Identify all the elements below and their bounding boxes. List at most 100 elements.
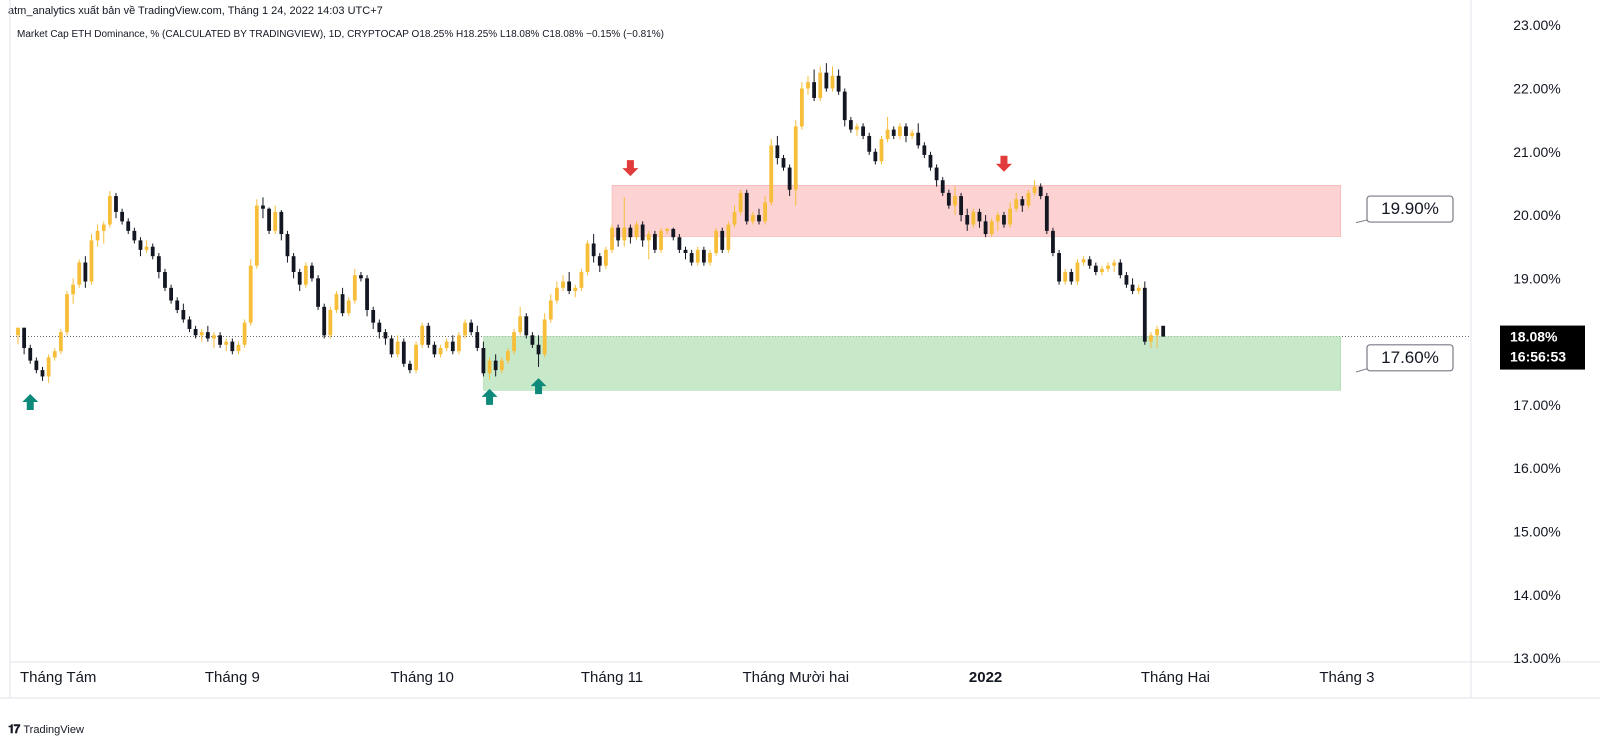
candle[interactable] <box>591 234 596 263</box>
candle[interactable] <box>567 272 572 295</box>
candle[interactable] <box>524 313 529 339</box>
candle[interactable] <box>677 234 682 254</box>
level-callout[interactable]: 17.60% <box>1355 344 1454 373</box>
candle[interactable] <box>40 366 45 381</box>
candle[interactable] <box>144 240 149 254</box>
candle[interactable] <box>199 328 204 342</box>
candle[interactable] <box>928 151 933 171</box>
candle[interactable] <box>904 123 908 143</box>
candle[interactable] <box>236 341 241 355</box>
candle[interactable] <box>365 275 369 317</box>
candle[interactable] <box>340 287 345 317</box>
candle[interactable] <box>475 325 480 352</box>
candle[interactable] <box>334 290 339 314</box>
candle[interactable] <box>77 259 82 288</box>
candle[interactable] <box>383 328 388 345</box>
candle[interactable] <box>989 218 994 238</box>
resistance-zone[interactable] <box>611 185 1342 237</box>
candle[interactable] <box>910 129 914 140</box>
candle[interactable] <box>58 328 63 355</box>
candle[interactable] <box>732 205 737 228</box>
candle[interactable] <box>120 208 125 225</box>
candle[interactable] <box>457 332 461 355</box>
candle[interactable] <box>95 224 100 247</box>
candle[interactable] <box>628 224 633 244</box>
candle[interactable] <box>408 360 412 374</box>
candle[interactable] <box>818 66 823 102</box>
candle[interactable] <box>946 189 951 209</box>
candle[interactable] <box>922 142 927 159</box>
candle[interactable] <box>579 268 584 291</box>
candle[interactable] <box>775 135 780 165</box>
candle[interactable] <box>1087 256 1092 269</box>
candle[interactable] <box>34 357 39 374</box>
candle[interactable] <box>940 177 945 197</box>
candle[interactable] <box>744 189 749 225</box>
candle[interactable] <box>965 208 970 231</box>
candle[interactable] <box>291 253 296 279</box>
candle[interactable] <box>1051 227 1055 257</box>
candle[interactable] <box>561 275 565 291</box>
candle[interactable] <box>530 332 535 348</box>
candle[interactable] <box>793 120 798 206</box>
candle[interactable] <box>806 75 810 95</box>
candle[interactable] <box>450 335 455 355</box>
candle[interactable] <box>1081 256 1086 266</box>
candle[interactable] <box>867 132 872 155</box>
candle[interactable] <box>1130 278 1135 295</box>
candle[interactable] <box>738 189 743 216</box>
candle[interactable] <box>432 341 437 358</box>
candle[interactable] <box>212 332 216 348</box>
candle[interactable] <box>652 230 657 254</box>
candle[interactable] <box>757 208 761 225</box>
candle[interactable] <box>585 240 590 276</box>
candle[interactable] <box>328 306 333 339</box>
candle[interactable] <box>971 208 976 228</box>
candle[interactable] <box>89 234 94 285</box>
candle[interactable] <box>303 262 308 288</box>
candle[interactable] <box>548 294 553 323</box>
candle[interactable] <box>218 332 222 348</box>
candle[interactable] <box>1075 259 1080 285</box>
candle[interactable] <box>995 211 1000 231</box>
candle[interactable] <box>297 268 302 291</box>
candle[interactable] <box>352 268 357 304</box>
candle[interactable] <box>1063 268 1068 285</box>
candle[interactable] <box>855 123 859 136</box>
candle[interactable] <box>1069 268 1074 285</box>
candle[interactable] <box>659 227 663 254</box>
candle[interactable] <box>414 341 418 374</box>
candle[interactable] <box>187 316 192 333</box>
candle[interactable] <box>799 82 804 130</box>
candle[interactable] <box>1008 202 1012 228</box>
candle[interactable] <box>273 205 278 235</box>
candle[interactable] <box>769 139 774 206</box>
candle[interactable] <box>150 243 155 260</box>
support-zone[interactable] <box>483 336 1342 391</box>
candle[interactable] <box>616 224 621 247</box>
candle[interactable] <box>683 246 688 260</box>
candle[interactable] <box>493 354 498 377</box>
candle[interactable] <box>359 272 363 282</box>
level-callout[interactable]: 19.90% <box>1355 195 1454 224</box>
candle[interactable] <box>16 327 20 345</box>
candle[interactable] <box>1093 262 1098 276</box>
candle[interactable] <box>518 306 523 336</box>
candle[interactable] <box>395 335 400 358</box>
candle[interactable] <box>346 297 351 317</box>
candle[interactable] <box>555 281 559 304</box>
candle[interactable] <box>646 230 651 260</box>
candle[interactable] <box>720 227 725 254</box>
candle[interactable] <box>138 237 143 257</box>
candle[interactable] <box>1020 196 1025 212</box>
candle[interactable] <box>597 253 602 273</box>
candle[interactable] <box>1057 249 1061 285</box>
candle[interactable] <box>885 116 890 143</box>
candle[interactable] <box>1149 332 1153 348</box>
candle[interactable] <box>512 328 516 355</box>
candle[interactable] <box>438 344 443 358</box>
candle[interactable] <box>389 335 394 358</box>
candle[interactable] <box>916 123 921 149</box>
candle[interactable] <box>953 186 957 216</box>
candle[interactable] <box>622 197 627 247</box>
